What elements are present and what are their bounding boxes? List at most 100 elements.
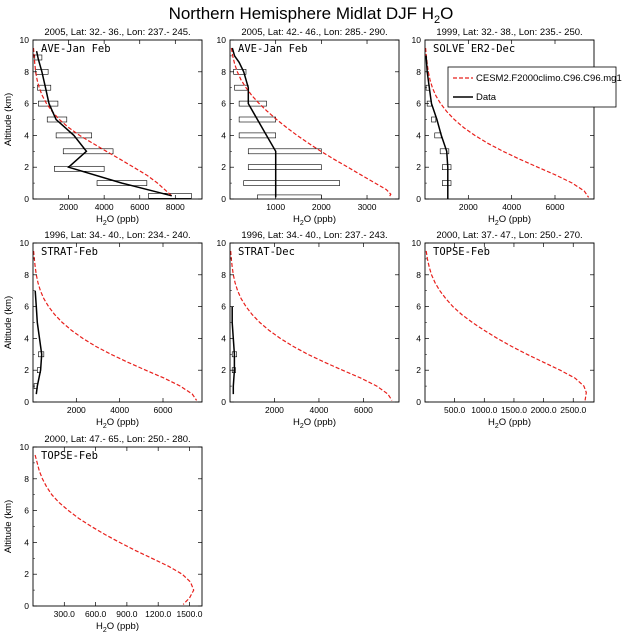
x-tick-label: 6000: [354, 405, 373, 415]
x-tick-label: 2500.0: [560, 405, 586, 415]
panel-title: 2000, Lat: 37.- 47., Lon: 250.- 270.: [436, 230, 582, 241]
inset-label: TOPSE-Feb: [41, 450, 98, 462]
y-tick-label: 10: [412, 35, 422, 45]
obs-spread-box: [247, 148, 322, 155]
inset-label: AVE-Jan Feb: [41, 43, 111, 55]
x-tick-label: 2000: [67, 405, 86, 415]
panel-frame: [424, 39, 595, 200]
panel-title: 1996, Lat: 34.- 40., Lon: 237.- 243.: [241, 230, 387, 241]
x-axis-label-part: H: [488, 417, 495, 428]
x-axis-label-part: H: [488, 214, 495, 225]
x-tick-label: 6000: [154, 405, 173, 415]
y-tick-label: 0: [24, 194, 29, 204]
obs-spread-box: [442, 180, 452, 186]
y-tick-label: 0: [416, 397, 421, 407]
y-tick-label: 6: [24, 99, 29, 109]
panel-1: 2005, Lat: 32.- 36., Lon: 237.- 245. AVE-…: [3, 27, 203, 227]
model-profile-line: [230, 47, 392, 198]
y-tick-label: 4: [221, 333, 226, 343]
y-tick-label: 10: [20, 442, 30, 452]
plot-area: [230, 250, 393, 401]
y-tick-label: 4: [24, 537, 29, 547]
x-axis-label: H2O (ppb): [96, 417, 139, 430]
y-tick-label: 2: [416, 162, 421, 172]
x-axis-label: H2O (ppb): [488, 417, 531, 430]
x-tick-label: 8000: [166, 202, 185, 212]
x-axis-label-part: 2: [103, 423, 107, 430]
x-tick-label: 2000.0: [531, 405, 557, 415]
x-tick-label: 6000: [546, 202, 565, 212]
legend-model-label: CESM2.F2000climo.C96.C96.mg17: [476, 73, 622, 84]
y-tick-label: 0: [416, 194, 421, 204]
y-tick-label: 0: [24, 601, 29, 611]
plot-area: [34, 454, 195, 605]
panel-frame: [32, 446, 203, 607]
obs-spread-box: [148, 193, 192, 199]
y-tick-label: 6: [24, 302, 29, 312]
plot-area: [33, 47, 192, 199]
obs-spread-box: [238, 132, 276, 139]
obs-spread-box: [431, 116, 437, 123]
panel-5: 1996, Lat: 34.- 40., Lon: 237.- 243. STRA…: [217, 230, 400, 430]
panel-title: 1996, Lat: 34.- 40., Lon: 234.- 240.: [44, 230, 190, 241]
figure-title-tail: O: [440, 4, 453, 23]
x-axis-label-part: H: [293, 214, 300, 225]
inset-label: SOLVE ER2-Dec: [433, 43, 515, 55]
obs-spread-box: [96, 180, 148, 186]
y-tick-label: 4: [221, 130, 226, 140]
x-tick-label: 900.0: [116, 609, 138, 619]
x-axis-label-part: H: [96, 621, 103, 632]
x-axis-label: H2O (ppb): [293, 214, 336, 227]
y-tick-label: 8: [24, 67, 29, 77]
model-profile-line: [425, 47, 590, 198]
panel-frame: [32, 242, 203, 403]
x-tick-label: 1200.0: [145, 609, 171, 619]
y-axis-label: Altitude (km): [3, 500, 14, 553]
x-axis-label-part: H: [96, 214, 103, 225]
x-tick-label: 4000: [95, 202, 114, 212]
y-tick-label: 2: [24, 162, 29, 172]
obs-spread-box: [54, 165, 105, 172]
x-axis-label-part: O (ppb): [499, 417, 531, 428]
y-tick-label: 10: [217, 35, 227, 45]
x-axis-label-part: 2: [495, 423, 499, 430]
obs-spread-box: [238, 116, 276, 123]
y-tick-label: 8: [416, 270, 421, 280]
y-tick-label: 0: [221, 397, 226, 407]
panel-3: 1999, Lat: 32.- 38., Lon: 235.- 250. SOLV…: [412, 27, 595, 227]
panel-title: 2000, Lat: 47.- 65., Lon: 250.- 280.: [44, 434, 190, 445]
panel-frame: [32, 39, 203, 200]
x-axis-label-part: O (ppb): [107, 417, 139, 428]
y-tick-label: 8: [221, 270, 226, 280]
x-axis-label-part: 2: [103, 220, 107, 227]
y-tick-label: 4: [416, 130, 421, 140]
y-tick-label: 2: [416, 365, 421, 375]
x-tick-label: 600.0: [85, 609, 107, 619]
y-tick-label: 2: [24, 365, 29, 375]
x-tick-label: 2000: [312, 202, 331, 212]
y-tick-label: 2: [221, 162, 226, 172]
panel-title: 2005, Lat: 32.- 36., Lon: 237.- 245.: [44, 27, 190, 38]
inset-label: STRAT-Dec: [238, 246, 295, 258]
y-tick-label: 10: [20, 238, 30, 248]
x-axis-label-part: 2: [300, 423, 304, 430]
panel-frame: [229, 39, 400, 200]
x-tick-label: 2000: [265, 405, 284, 415]
x-axis-label: H2O (ppb): [96, 621, 139, 634]
x-tick-label: 6000: [130, 202, 149, 212]
y-tick-label: 10: [412, 238, 422, 248]
inset-label: STRAT-Feb: [41, 246, 98, 258]
y-tick-label: 8: [24, 270, 29, 280]
panel-frame: [229, 242, 400, 403]
x-tick-label: 2000: [459, 202, 478, 212]
legend-data-label: Data: [476, 92, 497, 103]
figure-title: Northern Hemisphere Midlat DJF H2O: [169, 4, 454, 26]
x-tick-label: 1500.0: [501, 405, 527, 415]
panel-title: 1999, Lat: 32.- 38., Lon: 235.- 250.: [436, 27, 582, 38]
plot-area: [33, 250, 198, 401]
model-profile-line: [230, 250, 393, 401]
x-axis-label-part: 2: [495, 220, 499, 227]
x-tick-label: 3000: [358, 202, 377, 212]
y-tick-label: 4: [416, 333, 421, 343]
obs-spread-box: [442, 164, 452, 170]
